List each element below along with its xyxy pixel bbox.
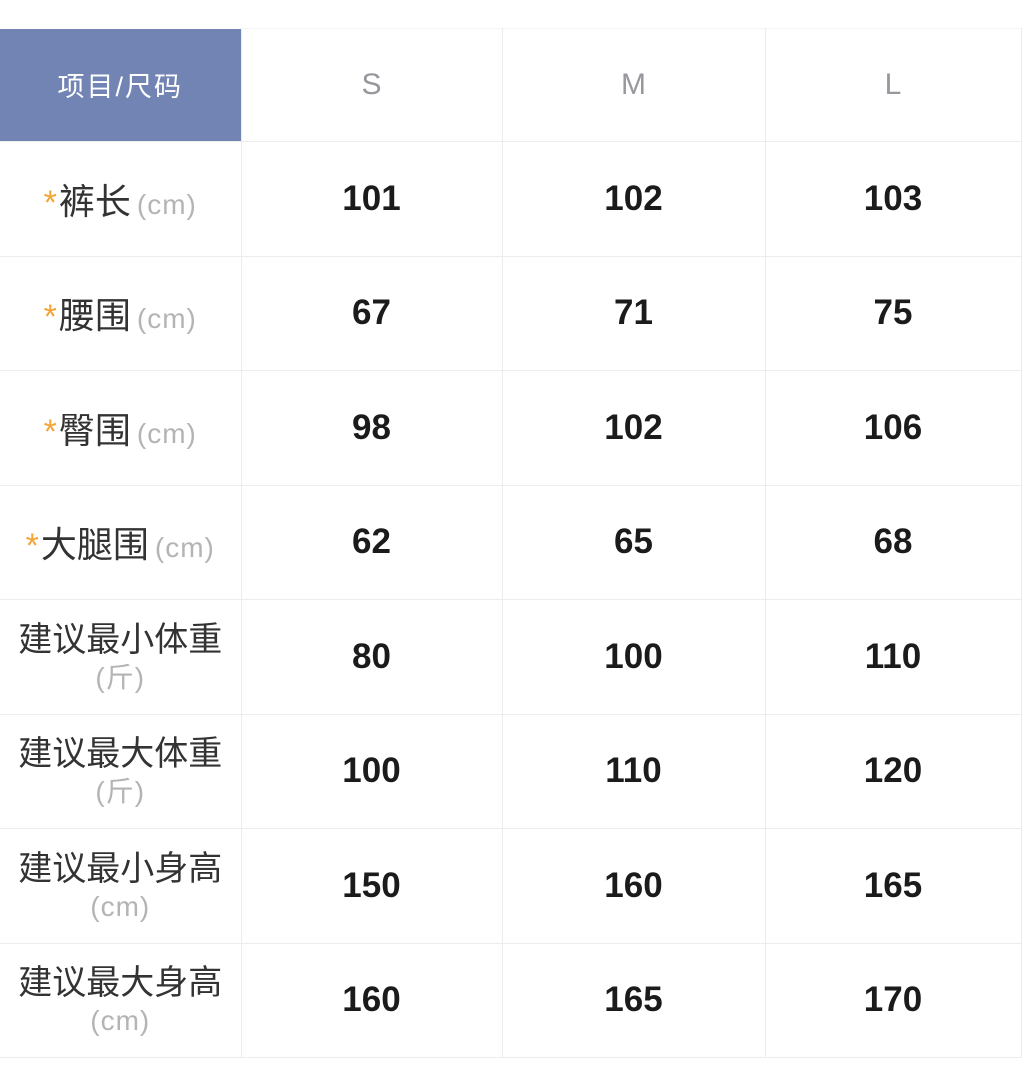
row-label: 建议最小体重 <box>18 620 223 659</box>
value-cell-s: 80 <box>240 599 503 715</box>
table-row: *腰围 (cm) 67 71 75 <box>0 255 1022 371</box>
table-row: 建议最小体重 (斤) 80 100 110 <box>0 599 1022 715</box>
table-row: 建议最大身高 (cm) 160 165 170 <box>0 942 1022 1058</box>
value-cell-m: 110 <box>501 713 766 829</box>
value-cell-l: 106 <box>764 370 1022 486</box>
value-cell-l: 165 <box>764 828 1022 944</box>
value-cell-m: 65 <box>501 484 766 600</box>
row-label-cell: 建议最小体重 (斤) <box>0 599 242 715</box>
value-cell-l: 103 <box>764 141 1022 257</box>
row-label: 建议最大身高 <box>18 964 223 1003</box>
value-cell-m: 71 <box>501 255 766 371</box>
table-row: *大腿围 (cm) 62 65 68 <box>0 484 1022 600</box>
row-label: 建议最小身高 <box>18 849 223 888</box>
row-label-cell: *臀围 (cm) <box>0 370 242 486</box>
required-asterisk: * <box>43 412 57 451</box>
row-unit: (cm) <box>136 417 197 449</box>
value-cell-m: 160 <box>501 828 766 944</box>
row-label: 腰围 <box>58 295 131 337</box>
value-cell-s: 98 <box>240 370 503 486</box>
table-row: *臀围 (cm) 98 102 106 <box>0 370 1022 486</box>
value-cell-s: 101 <box>240 141 503 257</box>
row-label-cell: 建议最大体重 (斤) <box>0 713 242 829</box>
size-header-l: L <box>764 28 1022 142</box>
header-row: 项目/尺码 S M L <box>0 28 1022 142</box>
row-unit: (cm) <box>136 303 197 335</box>
value-cell-s: 100 <box>240 713 503 829</box>
value-cell-m: 100 <box>501 599 766 715</box>
value-cell-m: 102 <box>501 141 766 257</box>
value-cell-l: 75 <box>764 255 1022 371</box>
required-asterisk: * <box>43 298 57 337</box>
row-unit: (斤) <box>95 776 146 808</box>
table-row: 建议最大体重 (斤) 100 110 120 <box>0 713 1022 829</box>
size-header-s: S <box>240 28 503 142</box>
row-label: 建议最大体重 <box>18 735 223 774</box>
row-label-cell: *大腿围 (cm) <box>0 484 242 600</box>
row-unit: (cm) <box>154 532 215 564</box>
row-unit: (cm) <box>90 1005 151 1037</box>
row-unit: (cm) <box>90 890 151 922</box>
required-asterisk: * <box>43 183 57 222</box>
value-cell-l: 110 <box>764 599 1022 715</box>
value-cell-m: 165 <box>501 942 766 1058</box>
value-cell-s: 150 <box>240 828 503 944</box>
corner-header-label: 项目/尺码 <box>57 72 183 103</box>
required-asterisk: * <box>25 527 39 566</box>
table-row: *裤长 (cm) 101 102 103 <box>0 141 1022 257</box>
corner-header-cell: 项目/尺码 <box>0 28 241 142</box>
size-header-m: M <box>501 28 766 142</box>
row-label-cell: *腰围 (cm) <box>0 255 242 371</box>
value-cell-s: 67 <box>240 255 503 371</box>
size-table: 项目/尺码 S M L *裤长 (cm) 101 102 103 *腰围 (cm) … <box>0 28 1022 1058</box>
table-row: 建议最小身高 (cm) 150 160 165 <box>0 828 1022 944</box>
row-unit: (cm) <box>136 188 197 220</box>
row-label-cell: 建议最大身高 (cm) <box>0 942 242 1058</box>
value-cell-l: 68 <box>764 484 1022 600</box>
row-unit: (斤) <box>95 661 146 693</box>
row-label-cell: *裤长 (cm) <box>0 141 242 257</box>
row-label: 臀围 <box>58 409 131 451</box>
value-cell-l: 120 <box>764 713 1022 829</box>
value-cell-s: 62 <box>240 484 503 600</box>
value-cell-m: 102 <box>501 370 766 486</box>
row-label: 裤长 <box>58 180 131 222</box>
row-label: 大腿围 <box>40 524 149 566</box>
row-label-cell: 建议最小身高 (cm) <box>0 828 242 944</box>
size-chart: 项目/尺码 S M L *裤长 (cm) 101 102 103 *腰围 (cm) … <box>0 28 1022 1058</box>
table-body: *裤长 (cm) 101 102 103 *腰围 (cm) 67 71 75 *臀围… <box>0 141 1022 1058</box>
value-cell-s: 160 <box>240 942 503 1058</box>
value-cell-l: 170 <box>764 942 1022 1058</box>
